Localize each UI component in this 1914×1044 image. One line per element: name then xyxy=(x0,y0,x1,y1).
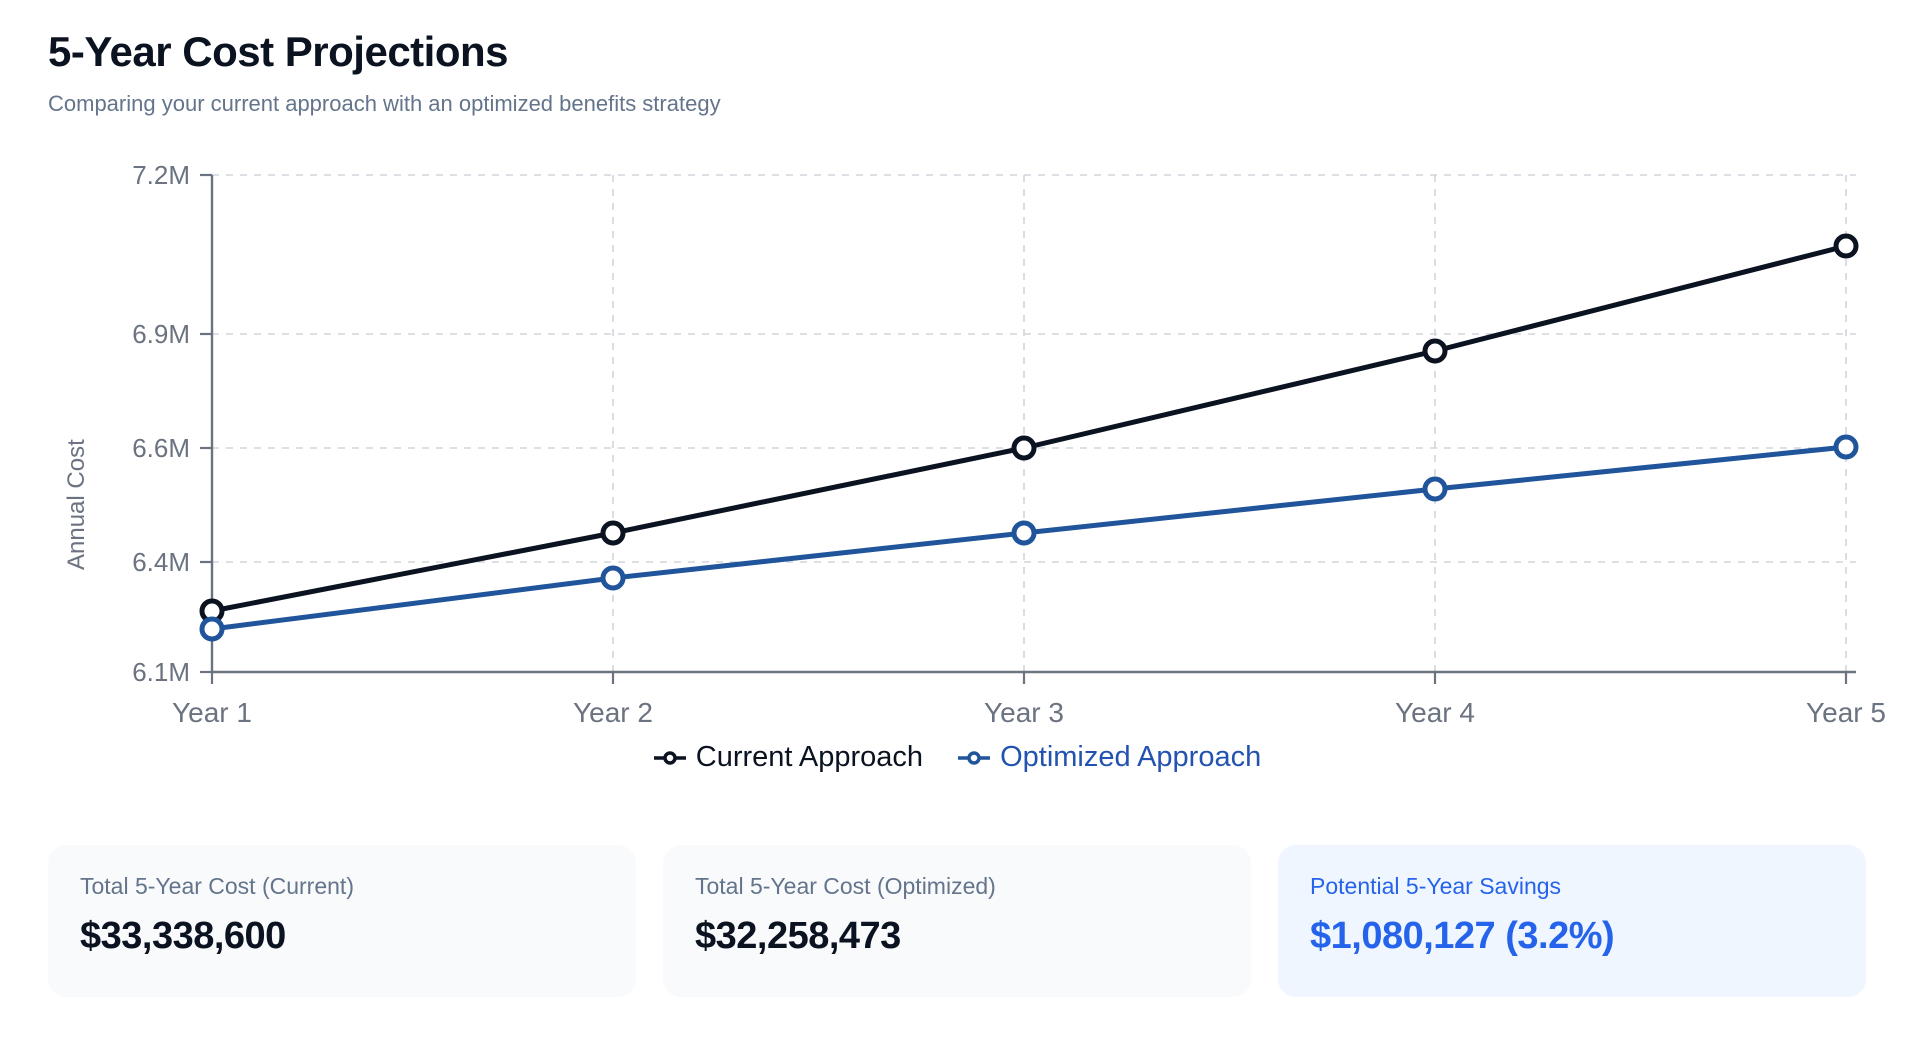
chart-svg: Annual Cost xyxy=(63,160,1886,728)
x-tick-label-year-4: Year 4 xyxy=(1395,697,1475,728)
x-axis: Year 1 Year 2 Year 3 Year 4 Year 5 xyxy=(172,670,1886,728)
y-tick-label-6-1m: 6.1M xyxy=(132,657,190,687)
summary-stats: Total 5-Year Cost (Current) $33,338,600 … xyxy=(48,845,1866,997)
y-axis: 7.2M 6.9M 6.6M 6.4M 6.1M xyxy=(132,160,214,687)
stat-card-potential-savings: Potential 5-Year Savings $1,080,127 (3.2… xyxy=(1278,845,1866,997)
stat-value-total-optimized: $32,258,473 xyxy=(695,914,901,957)
data-point-optimized-year-4[interactable] xyxy=(1422,476,1448,502)
data-point-current-year-2[interactable] xyxy=(600,520,626,546)
data-point-current-year-4[interactable] xyxy=(1422,338,1448,364)
series-current-approach xyxy=(199,233,1859,624)
card-header: 5-Year Cost Projections Comparing your c… xyxy=(48,28,1748,119)
data-point-optimized-year-3[interactable] xyxy=(1011,520,1037,546)
y-tick-label-6-9m: 6.9M xyxy=(132,319,190,349)
chart-legend: Current Approach Optimized Approach xyxy=(0,743,1914,772)
y-tick-label-7-2m: 7.2M xyxy=(132,160,190,190)
stat-value-potential-savings: $1,080,127 (3.2%) xyxy=(1310,914,1615,957)
stat-label-potential-savings: Potential 5-Year Savings xyxy=(1310,873,1562,899)
legend-label-current-approach: Current Approach xyxy=(695,741,924,773)
y-tick-label-6-4m: 6.4M xyxy=(132,547,190,577)
series-line-current xyxy=(209,243,1849,614)
legend-item-optimized-approach[interactable]: Optimized Approach xyxy=(957,743,1261,772)
data-point-optimized-year-2[interactable] xyxy=(600,565,626,591)
stat-label-total-current: Total 5-Year Cost (Current) xyxy=(80,873,354,899)
line-chart: Annual Cost xyxy=(0,150,1914,800)
stat-card-total-optimized: Total 5-Year Cost (Optimized) $32,258,47… xyxy=(663,845,1251,997)
line-marker-icon xyxy=(653,750,686,765)
data-point-current-year-3[interactable] xyxy=(1011,435,1037,461)
x-tick-label-year-5: Year 5 xyxy=(1806,697,1886,728)
legend-item-current-approach[interactable]: Current Approach xyxy=(653,743,923,772)
x-tick-label-year-1: Year 1 xyxy=(172,697,252,728)
page-title: 5-Year Cost Projections xyxy=(48,28,509,75)
data-point-optimized-year-5[interactable] xyxy=(1833,434,1859,460)
data-point-optimized-year-1[interactable] xyxy=(199,616,225,642)
x-tick-label-year-3: Year 3 xyxy=(984,697,1064,728)
grid-lines xyxy=(212,174,1856,563)
series-optimized-approach xyxy=(199,434,1859,642)
data-point-current-year-5[interactable] xyxy=(1833,233,1859,259)
stat-label-total-optimized: Total 5-Year Cost (Optimized) xyxy=(695,873,996,899)
y-tick-label-6-6m: 6.6M xyxy=(132,433,190,463)
x-tick-label-year-2: Year 2 xyxy=(573,697,653,728)
legend-label-optimized-approach: Optimized Approach xyxy=(1000,741,1262,773)
line-marker-icon xyxy=(958,750,991,765)
page-subtitle: Comparing your current approach with an … xyxy=(48,91,721,117)
y-axis-title: Annual Cost xyxy=(63,439,90,570)
stat-value-total-current: $33,338,600 xyxy=(80,914,286,957)
stat-card-total-current: Total 5-Year Cost (Current) $33,338,600 xyxy=(48,845,636,997)
